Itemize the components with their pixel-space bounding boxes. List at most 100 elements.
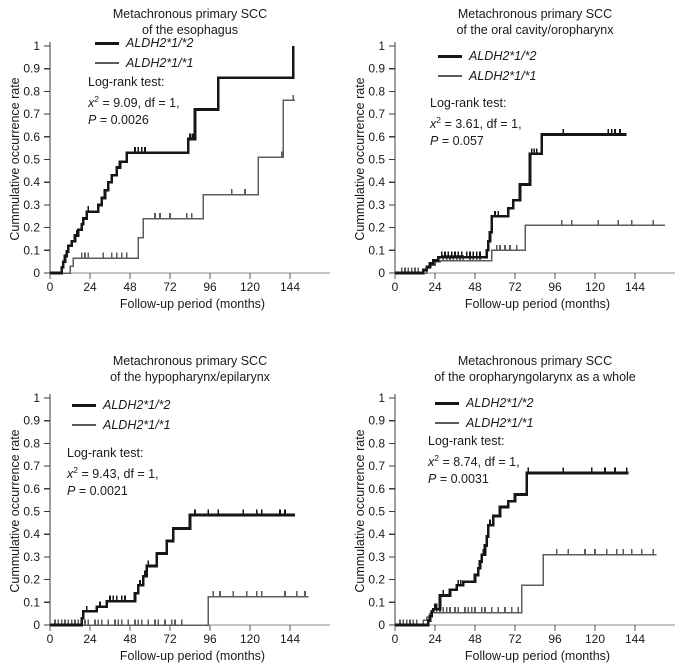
x-tick-label: 72: [508, 280, 522, 294]
y-tick-label: 0.8: [23, 84, 40, 98]
logrank-stats: Log-rank test: x2 = 8.74, df = 1, P = 0.…: [428, 433, 520, 488]
x-axis-label: Follow-up period (months): [464, 649, 611, 663]
x-axis-label: Follow-up period (months): [464, 297, 611, 311]
y-axis-label: Cummulative occurrence rate: [353, 77, 367, 241]
km-plot-hypopharynx: 0 0.1 0.2 0.3 0.4 0.5 0.6 0.7 0.8 0.9 1 0 24 48 72 96 12…: [23, 391, 330, 646]
legend-label-aldh2-1-2: ALDH2*1/*2: [466, 396, 534, 410]
censor-ticks-aldh2-1-2: [75, 133, 194, 237]
censor-ticks-aldh2-1-2: [440, 129, 621, 258]
legend-item-aldh2-1-1: ALDH2*1/*1: [438, 66, 536, 86]
panel-title-line1: Metachronous primary SCC: [112, 354, 268, 368]
x-tick-label: 0: [47, 280, 54, 294]
chi-square-line: x2 = 3.61, df = 1,: [430, 115, 522, 132]
x-ticks: 0 24 48 72 96 120 144: [392, 273, 645, 294]
y-tick-label: 0.2: [23, 573, 40, 587]
x-tick-label: 72: [508, 632, 522, 646]
legend: ALDH2*1/*2 ALDH2*1/*1: [435, 393, 533, 433]
legend-line-thick: [95, 41, 119, 45]
y-tick-label: 0.5: [23, 153, 40, 167]
x-tick-label: 96: [548, 632, 562, 646]
y-tick-label: 0: [33, 266, 40, 280]
x-tick-label: 144: [625, 280, 645, 294]
legend-label-aldh2-1-2: ALDH2*1/*2: [469, 49, 537, 63]
axes: [394, 394, 675, 626]
panel-title: Metachronous primary SCC of the oral cav…: [385, 6, 685, 38]
legend-item-aldh2-1-2: ALDH2*1/*2: [438, 46, 536, 66]
panel-oropharyngolarynx-whole: 0 0.1 0.2 0.3 0.4 0.5 0.6 0.7 0.8 0.9 1 0 24 48 72 96 12…: [345, 335, 690, 670]
legend: ALDH2*1/*2 ALDH2*1/*1: [438, 46, 536, 86]
panel-title-line1: Metachronous primary SCC: [457, 354, 613, 368]
censor-ticks-aldh2-1-1: [80, 94, 295, 259]
legend-item-aldh2-1-1: ALDH2*1/*1: [95, 53, 193, 73]
y-tick-label: 0.3: [23, 198, 40, 212]
censor-ticks-aldh2-1-2: [434, 467, 628, 610]
censor-ticks-aldh2-1-1: [400, 219, 655, 274]
y-tick-label: 0.8: [23, 436, 40, 450]
y-axis-label: Cummulative occurrence rate: [8, 429, 22, 593]
y-tick-label: 0.8: [368, 436, 385, 450]
y-ticks: 0 0.1 0.2 0.3 0.4 0.5 0.6 0.7 0.8 0.9 1: [23, 39, 50, 280]
chi-square-line: x2 = 8.74, df = 1,: [428, 453, 520, 470]
legend-line-thin: [72, 424, 96, 426]
censor-ticks-aldh2-1-2: [85, 509, 286, 612]
km-plot-esophagus: 0 0.1 0.2 0.3 0.4 0.5 0.6 0.7 0.8 0.9 1 0 24 48 72 96 12…: [23, 39, 330, 294]
legend-line-thick: [438, 54, 462, 58]
logrank-stats: Log-rank test: x2 = 9.09, df = 1, P = 0.…: [88, 74, 180, 129]
x-tick-label: 144: [280, 632, 300, 646]
censor-ticks-aldh2-1-1: [54, 591, 306, 626]
logrank-stats: Log-rank test: x2 = 3.61, df = 1, P = 0.…: [430, 95, 522, 150]
logrank-label: Log-rank test:: [428, 434, 505, 448]
x-tick-label: 144: [280, 280, 300, 294]
y-tick-label: 0: [378, 618, 385, 632]
p-value-line: P = 0.057: [430, 134, 484, 149]
y-tick-label: 1: [378, 391, 385, 405]
x-axis-label: Follow-up period (months): [119, 297, 266, 311]
x-ticks: 0 24 48 72 96 120 144: [47, 625, 300, 646]
panel-title-line2: of the oral cavity/oropharynx: [456, 23, 614, 37]
y-tick-label: 0.7: [368, 459, 385, 473]
y-tick-label: 0.9: [23, 414, 40, 428]
y-tick-label: 0: [33, 618, 40, 632]
legend-item-aldh2-1-2: ALDH2*1/*2: [435, 393, 533, 413]
x-tick-label: 48: [468, 632, 482, 646]
y-tick-label: 0.6: [368, 482, 385, 496]
x-ticks: 0 24 48 72 96 120 144: [47, 273, 300, 294]
y-tick-label: 0.9: [368, 414, 385, 428]
y-tick-label: 0.6: [368, 130, 385, 144]
chi-square-line: x2 = 9.09, df = 1,: [88, 94, 180, 111]
x-tick-label: 48: [123, 280, 137, 294]
y-tick-label: 0.9: [23, 62, 40, 76]
curve-aldh2-1-2: [395, 133, 627, 275]
logrank-label: Log-rank test:: [67, 446, 144, 460]
x-tick-label: 96: [203, 632, 217, 646]
logrank-label: Log-rank test:: [88, 75, 165, 89]
x-tick-label: 48: [123, 632, 137, 646]
y-tick-label: 1: [378, 39, 385, 53]
legend-label-aldh2-1-2: ALDH2*1/*2: [103, 398, 171, 412]
x-tick-label: 120: [240, 632, 260, 646]
legend-line-thin: [435, 422, 459, 424]
y-tick-label: 0.3: [368, 550, 385, 564]
y-tick-label: 0.7: [368, 107, 385, 121]
y-tick-label: 0.1: [368, 595, 385, 609]
panel-esophagus: 0 0.1 0.2 0.3 0.4 0.5 0.6 0.7 0.8 0.9 1 0 24 48 72 96 12…: [0, 0, 345, 335]
y-tick-label: 1: [33, 391, 40, 405]
y-tick-label: 0.9: [368, 62, 385, 76]
x-tick-label: 48: [468, 280, 482, 294]
x-tick-label: 0: [392, 280, 399, 294]
x-tick-label: 24: [428, 280, 442, 294]
legend-line-thick: [435, 401, 459, 405]
y-tick-label: 0.2: [368, 573, 385, 587]
curve-aldh2-1-2: [50, 513, 295, 627]
panel-oral-cavity-oropharynx: 0 0.1 0.2 0.3 0.4 0.5 0.6 0.7 0.8 0.9 1 0 24 48 72 96 12…: [345, 0, 690, 335]
chi-square-line: x2 = 9.43, df = 1,: [67, 465, 159, 482]
km-plot-oropharyngolarynx: 0 0.1 0.2 0.3 0.4 0.5 0.6 0.7 0.8 0.9 1 0 24 48 72 96 12…: [368, 391, 675, 646]
legend-line-thin: [438, 75, 462, 77]
x-tick-label: 96: [548, 280, 562, 294]
p-value-line: P = 0.0031: [428, 472, 489, 487]
panel-title: Metachronous primary SCC of the esophagu…: [40, 6, 340, 38]
y-tick-label: 0.4: [368, 527, 385, 541]
x-tick-label: 72: [163, 632, 177, 646]
panel-title-line1: Metachronous primary SCC: [112, 7, 268, 21]
